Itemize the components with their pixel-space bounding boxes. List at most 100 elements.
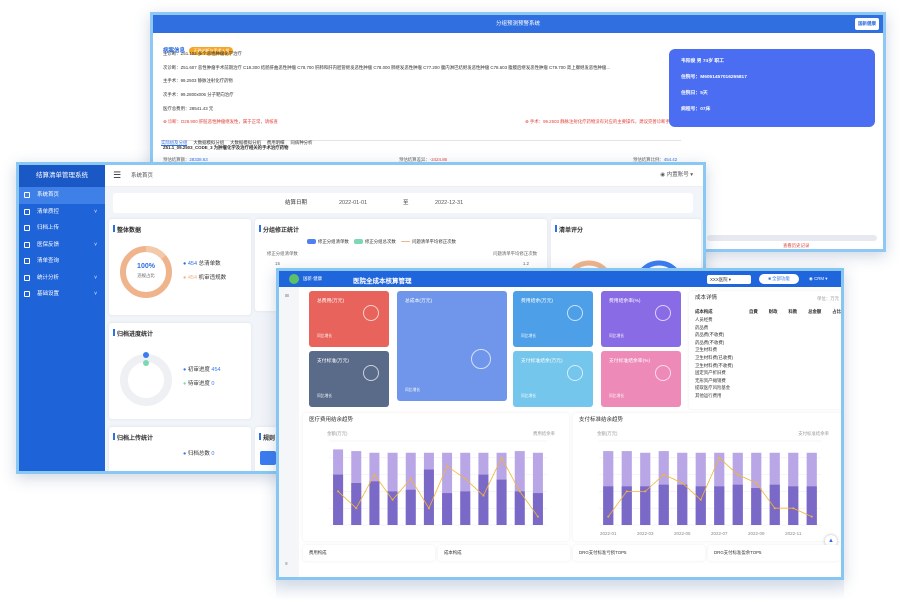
date-to-input[interactable]: 2022-12-31 bbox=[435, 200, 464, 206]
chart1-bar-total bbox=[442, 452, 453, 525]
stat-3: 预估结算比例：454.42 bbox=[633, 157, 678, 162]
chart2-x-tick: 2022-01 bbox=[600, 531, 617, 536]
chart1-bar-part bbox=[478, 474, 489, 525]
cost-detail-rows: 人员经费 药品费 药品费(不收费) 药品费(不收费) 卫生材料费 卫生材料费(已收费) 卫生… bbox=[695, 317, 733, 401]
group-fix-legend: 修正分组清单数 修正分组总次数 问题清单平均修正次数 bbox=[303, 239, 456, 245]
c-expand-icon[interactable]: ≡ bbox=[285, 561, 288, 567]
pass-label: 违规占比 bbox=[137, 273, 155, 278]
chart1-bar-part bbox=[369, 481, 380, 525]
sidebar-item[interactable]: 系统首页 bbox=[19, 187, 105, 204]
chart2-rate-point bbox=[736, 473, 739, 476]
chart2-rate-point bbox=[662, 473, 665, 476]
date-label: 结算日期 bbox=[285, 200, 308, 206]
case-line: 次诊断：Z51.607 恶性肿瘤手术前期治疗 C18.300 结肠肝曲恶性肿瘤 … bbox=[163, 64, 610, 70]
gear-icon bbox=[24, 291, 30, 297]
kpi-card[interactable]: 费用结余率(%) 同比增长 bbox=[601, 291, 681, 347]
chevron-down-icon: ˅ bbox=[94, 291, 97, 297]
patient-bed: 病程号：07床 bbox=[681, 107, 711, 112]
menu-toggle-icon[interactable]: ☰ bbox=[113, 170, 122, 180]
date-from-input[interactable]: 2022-01-01 bbox=[339, 200, 368, 206]
upload-panel: 归档上传统计 ● 归档总数 0 bbox=[109, 427, 251, 471]
chart2-bar-part bbox=[788, 486, 799, 525]
sidebar-item[interactable]: 医保反馈 ˅ bbox=[19, 237, 105, 254]
user-icon: ◉ bbox=[660, 172, 666, 178]
auto-row: ● 454 机审违规数 bbox=[183, 275, 227, 281]
right-axis-label: 问题清单平均修正次数 bbox=[493, 251, 537, 256]
chart2-bar-part bbox=[751, 488, 762, 525]
chart1-rate-point bbox=[518, 490, 521, 493]
analysis-tab[interactable]: 同病种分析 bbox=[290, 140, 313, 145]
detail-col: 科教 bbox=[788, 309, 798, 314]
c-menu-icon[interactable]: ⊟ bbox=[285, 293, 289, 298]
caret-down-icon: ▾ bbox=[690, 172, 693, 178]
chart1-bar-total bbox=[514, 451, 525, 525]
chart1-panel: 医疗费用结余趋势 金额(万元) 费用结余率 bbox=[303, 413, 569, 541]
kpi-card[interactable]: 费用结余(万元) 同比增长 bbox=[513, 291, 593, 347]
kpi-card[interactable]: 支付标准(万元) 同比增长 bbox=[309, 351, 389, 407]
sidebar-item[interactable]: 清单查询 bbox=[19, 253, 105, 270]
a-scrollbar[interactable] bbox=[707, 235, 877, 241]
kpi-card[interactable]: 支付标准结余率(%) 同比增长 bbox=[601, 351, 681, 407]
patient-card: 韦阳俊 男 74岁 职工 住院号：M6051457016255817 住院日：5… bbox=[669, 49, 875, 127]
detail-row: 卫生材料费 bbox=[695, 347, 717, 353]
detail-row: 卫生材料费(不收费) bbox=[695, 362, 734, 368]
cost-detail-head: 成本构成 bbox=[695, 309, 713, 314]
kpi-card[interactable]: 总费用(万元) 同比增长 bbox=[309, 291, 389, 347]
kpi-icon bbox=[567, 365, 583, 381]
c-logo-text: 国新·健康 bbox=[303, 276, 323, 281]
back-to-top-button[interactable]: ▲ bbox=[825, 535, 837, 547]
chart1-bar-part bbox=[496, 479, 507, 525]
feedback-icon bbox=[24, 241, 30, 248]
chart2-rate-point bbox=[625, 490, 628, 493]
history-link[interactable]: 查看历史记录 bbox=[783, 243, 810, 248]
all-functions-button[interactable]: ■ 全部功能 bbox=[759, 274, 799, 284]
detail-col: 总金额 bbox=[808, 309, 822, 314]
warn-right: ⊗ 手术：99.2503 静脉注射化疗药物没有对应的主要操作，建议完善诊断手术信… bbox=[525, 119, 684, 124]
guoxin-logo-mark bbox=[289, 274, 299, 284]
chart2-bar-part bbox=[714, 486, 725, 525]
detail-row: 卫生材料费(已收费) bbox=[695, 354, 734, 360]
detail-row: 提取医疗风险基金 bbox=[695, 385, 731, 391]
overall-title: 整体数据 bbox=[109, 219, 251, 234]
analysis-tab[interactable]: 费用明细 bbox=[266, 140, 285, 145]
chart1-rate-point bbox=[427, 507, 430, 510]
chart1-rate-line bbox=[337, 456, 539, 517]
bottom-panel-title: DRG支付标准盈余TOP5 bbox=[708, 545, 840, 561]
c-user-menu[interactable]: ◉ CRM ▾ bbox=[809, 276, 828, 281]
cost-detail-unit: 单位：万元 bbox=[817, 296, 839, 301]
kpi-icon bbox=[363, 305, 379, 321]
right-axis-max: 1.2 bbox=[522, 261, 529, 266]
analysis-tab[interactable]: 大数据模拟分组 bbox=[230, 140, 261, 145]
account-menu[interactable]: ◉ 内置账号 ▾ bbox=[660, 172, 693, 178]
chart1-bar-part bbox=[532, 493, 543, 525]
chart2-bar-part bbox=[769, 484, 780, 525]
kpi-icon bbox=[655, 305, 671, 321]
chart2-title: 支付标准结余趋势 bbox=[579, 417, 624, 423]
chart1-rate-point bbox=[391, 498, 394, 501]
sidebar-item[interactable]: 统计分析 ˅ bbox=[19, 270, 105, 287]
sidebar-item[interactable]: 归档上传 bbox=[19, 220, 105, 237]
chart1-bar-total bbox=[387, 452, 398, 525]
c-header: 国新·健康 医院全成本核算管理 XXX医院 ▾ ■ 全部功能 ◉ CRM ▾ bbox=[279, 271, 841, 287]
chart1-bar-part bbox=[442, 493, 453, 525]
hospital-select[interactable]: XXX医院 ▾ bbox=[707, 275, 751, 284]
chart1-title: 医疗费用结余趋势 bbox=[309, 417, 354, 423]
chart1-bar-part bbox=[460, 491, 471, 525]
chart2-bar-part bbox=[658, 484, 669, 525]
status-badge: 正确诊断与手术入组 bbox=[189, 47, 234, 55]
chart2-rate-point bbox=[755, 482, 758, 484]
analysis-tab[interactable]: 大数据模拟分组 bbox=[193, 140, 225, 145]
chart1-bar-part bbox=[333, 474, 344, 525]
sidebar-item[interactable]: 基础设置 ˅ bbox=[19, 286, 105, 303]
case-line: 主诊断：Z51.102 多个恶性肿瘤化学治疗 bbox=[163, 51, 242, 56]
kpi-card[interactable]: 支付标准结余(万元) 同比增长 bbox=[513, 351, 593, 407]
case-line: 主手术：99.2503 静脉注射化疗药物 bbox=[163, 78, 233, 84]
chart1-rate-point bbox=[355, 507, 358, 510]
kpi-card[interactable]: 总成本(万元) 同比增长 bbox=[397, 291, 507, 401]
chart2-rate-point bbox=[810, 515, 813, 518]
rules-title: 规则 bbox=[255, 427, 283, 442]
analysis-tab[interactable]: 实际组及分组 bbox=[161, 140, 188, 146]
sidebar-item[interactable]: 清单质控 ˅ bbox=[19, 204, 105, 221]
rules-button[interactable] bbox=[260, 451, 276, 465]
chart1-rate-point bbox=[500, 456, 503, 459]
